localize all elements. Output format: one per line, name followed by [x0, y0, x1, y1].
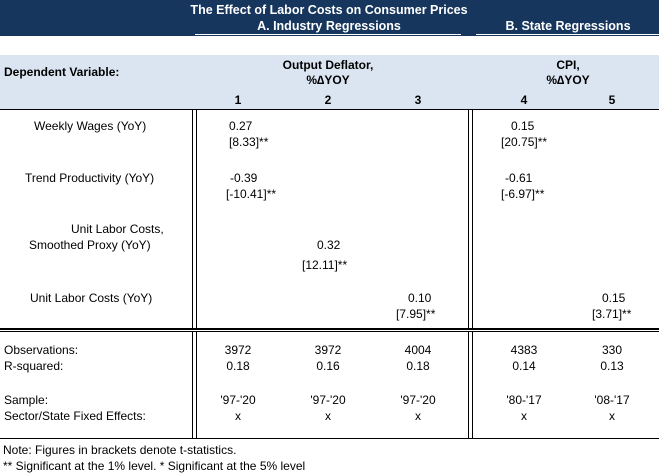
observations-col4: 4383	[510, 343, 538, 357]
sample-col4: '80-'17	[506, 393, 542, 407]
divider-mid-stats-2	[472, 332, 473, 438]
divider-left-stats-2	[196, 332, 197, 438]
divider-left-stats	[192, 332, 193, 438]
rsquared-col5: 0.13	[600, 359, 624, 373]
rsquared-label: R-squared:	[4, 359, 64, 373]
ulc-col3-coef: 0.10	[408, 291, 432, 305]
panel-a-heading: A. Industry Regressions	[257, 19, 401, 33]
col-number-1: 1	[234, 93, 242, 107]
ulc-smoothed-col2-tstat: [12.11]**	[302, 258, 348, 272]
row-label-weekly-wages: Weekly Wages (YoY)	[34, 119, 147, 133]
note-tstat: Note: Figures in brackets denote t-stati…	[3, 443, 237, 457]
col-number-5: 5	[608, 93, 616, 107]
panel-b-heading: B. State Regressions	[505, 19, 631, 33]
divider-mid-body	[468, 109, 469, 329]
ulc-col5-coef: 0.15	[602, 291, 626, 305]
title-band	[0, 0, 659, 36]
observations-label: Observations:	[4, 343, 79, 357]
table-title: The Effect of Labor Costs on Consumer Pr…	[190, 3, 468, 17]
sample-col1: '97-'20	[220, 393, 256, 407]
dependent-variable-band	[0, 55, 659, 91]
sample-label: Sample:	[4, 393, 49, 407]
row-label-ulc: Unit Labor Costs (YoY)	[30, 291, 153, 305]
ulc-col5-tstat: [3.71]**	[592, 307, 632, 321]
dep-var-b-line2: %∆YOY	[546, 73, 590, 87]
weekly-wages-col1-tstat: [8.33]**	[229, 135, 269, 149]
dependent-variable-label: Dependent Variable:	[4, 65, 120, 79]
sample-col2: '97-'20	[310, 393, 346, 407]
ulc-col3-tstat: [7.95]**	[396, 307, 436, 321]
panel-b-underline	[476, 34, 659, 35]
note-significance: ** Significant at the 1% level. * Signif…	[3, 459, 306, 473]
observations-col2: 3972	[314, 343, 342, 357]
divider-left-body-2	[196, 109, 197, 329]
sample-col3: '97-'20	[400, 393, 436, 407]
header-rule	[0, 109, 659, 110]
trend-productivity-col4-coef: -0.61	[505, 171, 533, 185]
fixed-effects-col1: x	[235, 409, 241, 423]
panel-a-underline	[195, 34, 461, 35]
col-number-3: 3	[414, 93, 422, 107]
notes-top-rule	[0, 438, 659, 439]
rsquared-col3: 0.18	[406, 359, 430, 373]
stats-top-rule	[0, 328, 659, 330]
dep-var-a-line2: %∆YOY	[306, 73, 350, 87]
trend-productivity-col4-tstat: [-6.97]**	[501, 187, 545, 201]
stats-top-rule-2	[0, 331, 659, 332]
fixed-effects-col5: x	[609, 409, 615, 423]
sample-col5: '08-'17	[594, 393, 630, 407]
fixed-effects-col4: x	[521, 409, 527, 423]
dep-var-b-line1: CPI,	[556, 58, 580, 72]
observations-col5: 330	[601, 343, 623, 357]
column-number-band	[0, 91, 659, 109]
weekly-wages-col4-coef: 0.15	[511, 119, 535, 133]
row-label-trend-productivity: Trend Productivity (YoY)	[25, 171, 155, 185]
weekly-wages-col1-coef: 0.27	[229, 119, 253, 133]
fixed-effects-col3: x	[415, 409, 421, 423]
observations-col3: 4004	[404, 343, 432, 357]
rsquared-col4: 0.14	[512, 359, 536, 373]
ulc-smoothed-col2-coef: 0.32	[317, 238, 341, 252]
observations-col1: 3972	[224, 343, 252, 357]
weekly-wages-col4-tstat: [20.75]**	[501, 135, 548, 149]
divider-left-body	[192, 109, 193, 329]
trend-productivity-col1-tstat: [-10.41]**	[226, 187, 277, 201]
rsquared-col1: 0.18	[226, 359, 250, 373]
divider-mid-body-2	[472, 109, 473, 329]
fixed-effects-label: Sector/State Fixed Effects:	[4, 409, 146, 423]
col-number-2: 2	[324, 93, 332, 107]
dep-var-a-line1: Output Deflator,	[282, 58, 374, 72]
rsquared-col2: 0.16	[316, 359, 340, 373]
divider-mid-stats	[468, 332, 469, 438]
fixed-effects-col2: x	[325, 409, 331, 423]
row-label-ulc-smoothed-line2: Smoothed Proxy (YoY)	[29, 238, 151, 252]
trend-productivity-col1-coef: -0.39	[230, 171, 258, 185]
col-number-4: 4	[520, 93, 528, 107]
row-label-ulc-smoothed-line1: Unit Labor Costs,	[71, 222, 164, 236]
